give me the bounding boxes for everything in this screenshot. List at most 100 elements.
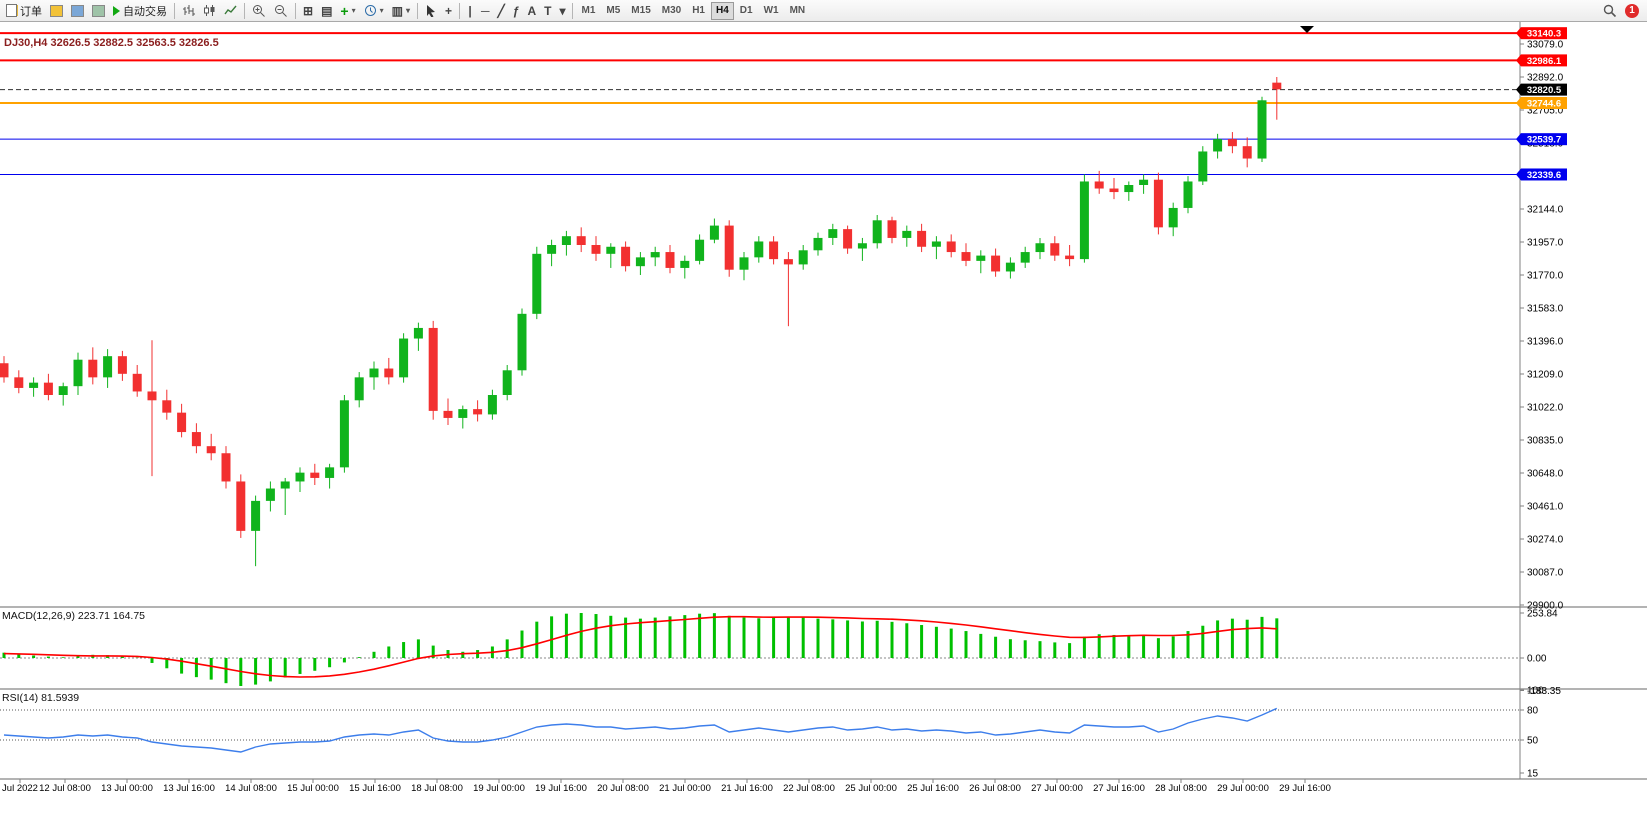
price-box-arrow [1516,83,1521,96]
candle-body [621,246,631,267]
candle-body [117,356,127,374]
timeframe-w1[interactable]: W1 [759,2,784,20]
price-tick-label: 31396.0 [1527,336,1564,347]
add-indicator-button[interactable]: + ▾ [336,1,359,21]
time-label: 27 Jul 16:00 [1093,783,1145,794]
candle-body [147,391,157,401]
profiles-button[interactable] [46,1,67,21]
period-clock-button[interactable]: ▾ [360,1,388,21]
label-tool[interactable]: T [540,1,555,21]
search-button[interactable] [1599,1,1621,21]
new-order-label: 订单 [20,5,42,18]
navigator-button[interactable] [88,1,109,21]
fibonacci-tool[interactable]: ƒ [509,1,524,21]
rsi-scale-label: 100 [1527,686,1544,697]
tile-windows-button[interactable]: ⊞ [299,1,317,21]
autotrading-button[interactable]: 自动交易 [109,1,171,21]
candle-body [769,241,779,260]
candle-body [946,241,956,253]
new-order-icon [6,4,17,17]
candle-body [325,467,335,478]
new-order-button[interactable]: 订单 [2,1,46,21]
candle-body [635,257,645,267]
candle-body [887,220,897,238]
candle-body [1257,100,1267,159]
price-tick-label: 31957.0 [1527,237,1564,248]
shapes-dropdown[interactable]: ▾ [555,1,569,21]
candle-body [857,243,867,249]
tile-windows-icon: ⊞ [303,3,314,18]
candle-body [354,377,364,401]
timeframe-m30[interactable]: M30 [657,2,686,20]
candle-body [798,250,808,265]
candlestick-chart-button[interactable] [199,1,220,21]
timeframe-m15[interactable]: M15 [626,2,655,20]
crosshair-button[interactable]: + [441,1,456,21]
search-icon [1603,4,1617,17]
candle-body [0,363,9,378]
crosshair-icon: + [444,3,452,18]
trendline-tool[interactable]: ╱ [494,1,509,21]
macd-scale-label: 253.84 [1527,609,1558,620]
time-label: 19 Jul 00:00 [473,783,525,794]
rsi-scale-label: 15 [1527,769,1539,780]
templates-button[interactable]: ▥ ▾ [388,1,414,21]
time-label: 29 Jul 16:00 [1279,783,1331,794]
market-watch-button[interactable] [67,1,88,21]
candle-body [251,500,261,531]
price-box-label: 32339.6 [1527,170,1561,181]
price-tick-label: 30274.0 [1527,534,1564,545]
navigator-icon [92,4,105,17]
time-label: 28 Jul 08:00 [1155,783,1207,794]
toolbar: 订单 自动交易 ⊞ ▤ + ▾ ▾ ▥ ▾ + | ─ ╱ ƒ A T ▾ M1 M5… [0,0,1647,22]
candle-body [43,382,53,395]
zoom-in-button[interactable] [248,1,270,21]
time-label: 21 Jul 16:00 [721,783,773,794]
candle-body [236,481,246,531]
candle-body [665,252,675,268]
timeframe-h1[interactable]: H1 [687,2,710,20]
vertical-line-tool[interactable]: | [463,1,477,21]
bar-chart-button[interactable] [178,1,199,21]
candle-body [991,255,1001,272]
candle-body [872,220,882,244]
candle-body [502,370,512,395]
timeframe-m5[interactable]: M5 [601,2,625,20]
candle-body [576,236,586,245]
autotrading-play-icon [113,5,120,16]
time-label: 14 Jul 08:00 [225,783,277,794]
market-watch-icon [71,4,84,17]
timeframe-m1[interactable]: M1 [576,2,600,20]
price-tick-label: 30835.0 [1527,435,1564,446]
timeframe-d1[interactable]: D1 [735,2,758,20]
line-chart-button[interactable] [220,1,241,21]
price-box [1521,133,1567,146]
candle-body [162,400,172,413]
zoom-out-button[interactable] [270,1,292,21]
candle-body [384,368,394,378]
price-box-label: 32744.6 [1527,99,1561,110]
cursor-button[interactable] [421,1,441,21]
candle-body [1183,181,1193,208]
timeframe-mn[interactable]: MN [785,2,811,20]
indicator-list-button[interactable]: ▤ [317,1,336,21]
notification-badge[interactable]: 1 [1625,3,1639,18]
horizontal-line-tool[interactable]: ─ [477,1,494,21]
candle-body [917,230,927,247]
price-tick-label: 31209.0 [1527,369,1564,380]
time-label: Jul 2022 [2,783,38,794]
price-box-label: 32986.1 [1527,56,1562,67]
chart-background [0,22,1647,835]
candle-body [532,253,542,314]
candle-body [1213,139,1223,152]
text-tool[interactable]: A [523,1,540,21]
timeframe-h4[interactable]: H4 [711,1,734,20]
templates-icon: ▥ [391,3,403,18]
time-label: 12 Jul 08:00 [39,783,91,794]
candle-body [724,225,734,270]
candle-body [709,225,719,240]
candle-body [369,368,379,378]
candle-body [961,252,971,261]
price-box-arrow [1516,27,1521,40]
